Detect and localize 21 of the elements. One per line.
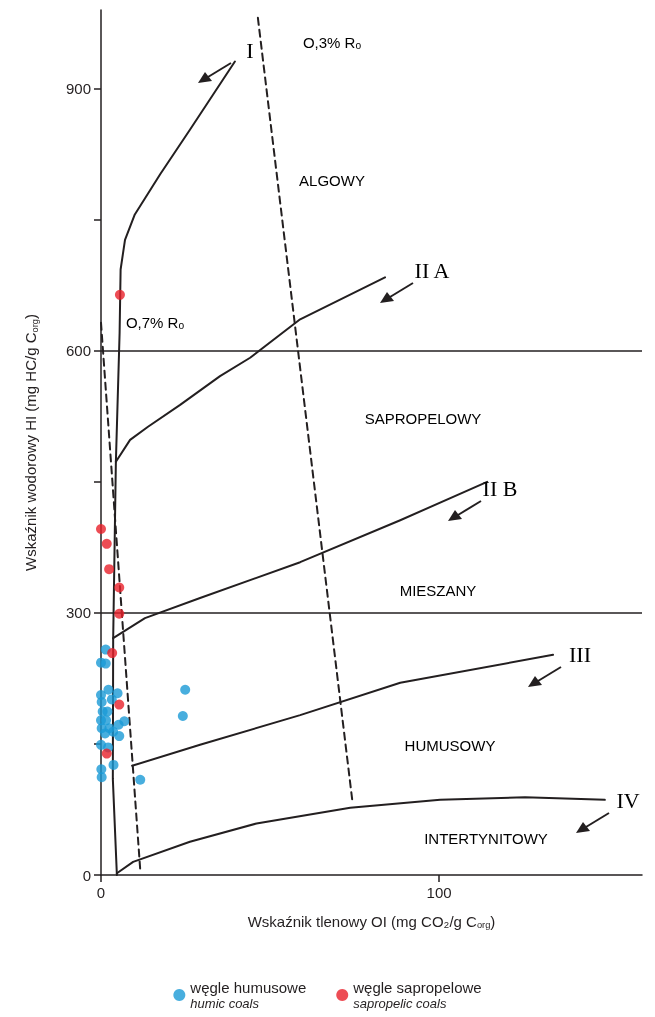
y-axis-title: Wskaźnik wodorowy HI (mg HC/g Corg): [22, 314, 40, 571]
legend-label: węgle sapropelowe sapropelic coals: [352, 979, 482, 1011]
annotation: IV: [616, 787, 640, 813]
legend-label: węgle humusowe humic coals: [189, 979, 307, 1011]
x-axis-title: Wskaźnik tlenowy OI (mg CO₂/g Corg): [247, 912, 496, 930]
annotation: II A: [414, 257, 450, 283]
annotation: II B: [482, 475, 518, 501]
annotation: O,3% Rₒ: [302, 33, 362, 51]
annotation: MIESZANY: [399, 581, 477, 599]
annotation: O,7% Rₒ: [125, 313, 185, 331]
y-tick-label: 600: [65, 342, 91, 360]
annotation: III: [569, 641, 591, 667]
y-tick-label: 900: [65, 80, 91, 98]
annotation: INTERTYNITOWY: [424, 829, 548, 847]
annotation: ALGOWY: [299, 171, 365, 189]
x-tick-label: 100: [426, 884, 452, 901]
annotation: I: [246, 37, 254, 63]
y-tick-label: 300: [65, 604, 91, 622]
annotation: HUMUSOWY: [404, 736, 496, 754]
annotation: SAPROPELOWY: [364, 409, 482, 427]
y-tick-label: 0: [82, 866, 91, 884]
